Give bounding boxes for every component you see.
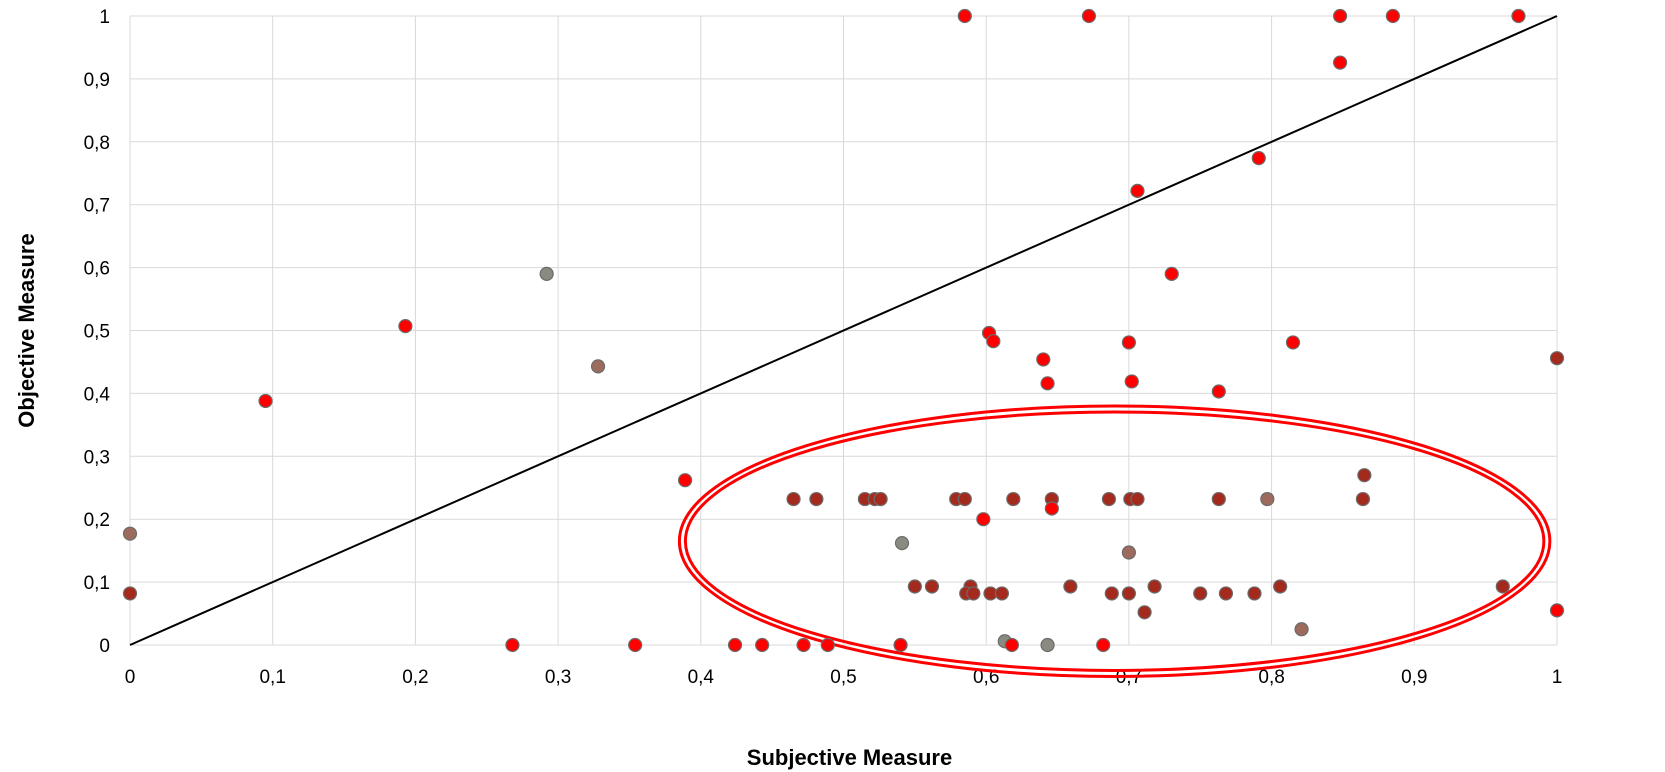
x-axis-ticks: 0 0,1 0,2 0,3 0,4 0,5 0,6 0,7 0,8 0,9 1 [125,667,1563,688]
data-point [1137,605,1152,620]
y-tick-label: 0 [99,636,110,657]
data-point [122,526,138,541]
data-point [1096,637,1111,653]
x-tick-label: 0,5 [830,667,856,688]
data-point [1211,491,1226,507]
y-tick-label: 0,8 [84,133,110,154]
y-axis-ticks: 0 0,1 0,2 0,3 0,4 0,5 0,6 0,7 0,8 0,9 1 [84,7,111,657]
y-tick-label: 0,4 [84,384,111,405]
data-point [1006,491,1021,507]
data-point [994,586,1009,601]
data-point [590,359,606,374]
data-point [678,473,693,488]
data-point [1121,335,1137,350]
data-point [1040,376,1055,391]
data-point [893,637,908,653]
data-point [1247,586,1262,601]
data-point [1004,637,1019,653]
data-point [1121,586,1137,601]
data-point [398,318,413,334]
y-tick-label: 0,5 [84,322,110,343]
data-point [786,491,801,507]
data-point [539,266,554,281]
data-point [1211,384,1226,399]
y-tick-label: 0,3 [84,447,110,468]
data-point [1121,545,1137,560]
data-point [820,637,835,653]
data-point [1063,579,1078,594]
data-point [505,637,520,653]
x-tick-label: 0 [125,667,136,688]
data-point [1104,586,1119,601]
data-point [796,637,811,653]
data-point [1385,8,1400,24]
data-point [1081,8,1097,24]
annotation-layer [677,404,1552,678]
data-point [258,393,273,409]
y-tick-label: 0,7 [84,196,110,217]
data-point [1193,586,1208,601]
data-point [1285,335,1301,350]
data-point [986,334,1001,349]
data-point [1036,352,1051,367]
data-point [1549,351,1565,366]
y-tick-label: 1 [99,7,110,28]
x-tick-label: 0,1 [259,667,285,688]
identity-reference-line [129,15,1558,646]
data-point [1273,579,1288,594]
x-tick-label: 1 [1552,667,1563,688]
x-tick-label: 0,2 [402,667,428,688]
data-point [1511,8,1526,24]
x-tick-label: 0,4 [688,667,715,688]
highlight-ellipse-outer [677,404,1552,678]
data-point [1040,637,1055,653]
x-tick-label: 0,8 [1258,667,1284,688]
y-tick-label: 0,9 [84,70,110,91]
data-point [976,512,991,527]
data-point [966,586,981,601]
x-axis-title: Subjective Measure [747,745,952,770]
data-point [924,579,940,594]
data-point [809,491,824,507]
data-point [1130,183,1145,198]
data-point [873,491,888,507]
x-tick-label: 0,3 [545,667,571,688]
y-tick-label: 0,2 [84,510,110,531]
data-point [1495,579,1510,594]
data-point [1147,579,1162,594]
data-point [1357,468,1372,483]
data-point [1130,491,1145,507]
data-point [1332,8,1348,24]
data-point [628,637,643,653]
y-tick-label: 0,1 [84,573,110,594]
data-point [727,637,743,653]
data-point [755,637,770,653]
data-point [1044,501,1059,516]
data-point [1251,151,1266,166]
data-point [1101,491,1117,507]
data-point [957,8,972,24]
y-tick-label: 0,6 [84,259,110,280]
data-point [1332,55,1348,70]
data-point [1124,374,1139,389]
data-point [957,491,972,507]
data-point [894,536,910,551]
data-point [1218,586,1234,601]
data-point [1549,603,1565,618]
data-point [122,586,138,601]
data-point [907,579,922,594]
data-point [1294,622,1309,637]
y-axis-title: Objective Measure [14,233,39,427]
highlight-ellipse-inner [683,410,1546,672]
data-points [122,8,1565,653]
data-point [1355,491,1371,507]
x-tick-label: 0,9 [1401,667,1427,688]
data-point [1164,266,1179,281]
data-point [1260,491,1275,507]
